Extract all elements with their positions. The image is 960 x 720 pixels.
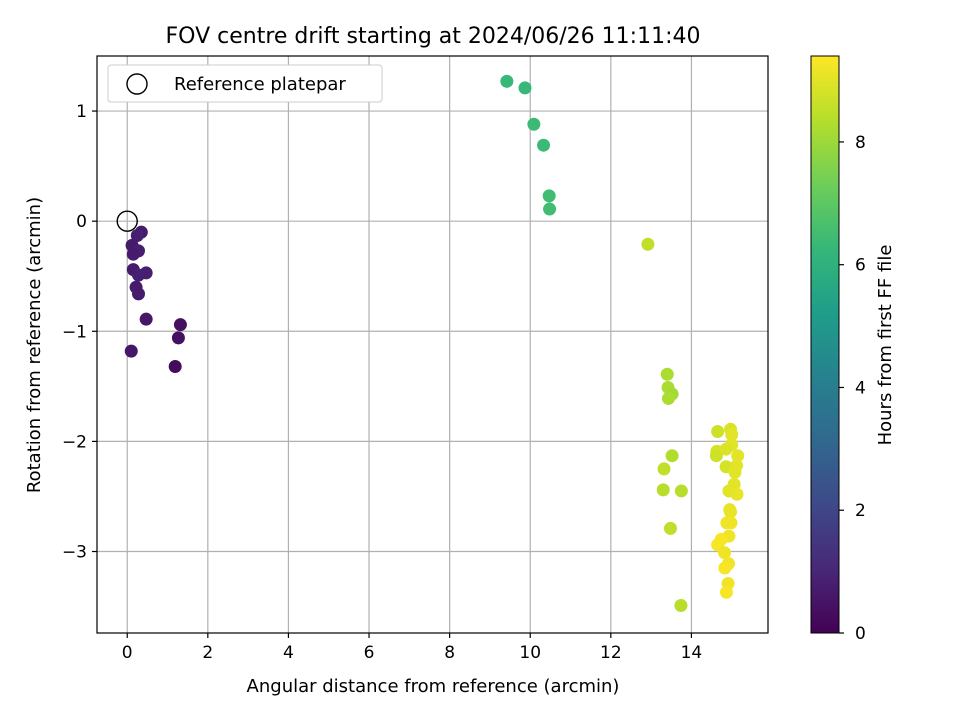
legend-box — [107, 64, 383, 103]
data-point — [728, 465, 742, 479]
data-point — [663, 521, 677, 535]
x-tick-label: 0 — [122, 643, 133, 663]
data-point — [730, 487, 744, 501]
x-tick-label: 14 — [681, 643, 703, 663]
data-point — [132, 287, 146, 301]
x-tick-label: 8 — [444, 643, 455, 663]
data-point — [660, 367, 674, 381]
x-tick-label: 12 — [600, 643, 622, 663]
data-point — [709, 449, 723, 463]
data-point — [641, 237, 655, 251]
y-tick-label: 1 — [76, 102, 87, 122]
legend-marker — [126, 73, 148, 95]
data-point — [173, 318, 187, 332]
data-point — [139, 266, 153, 280]
data-point — [130, 228, 144, 242]
colorbar-ticks: 0 2 4 6 8 — [839, 133, 866, 644]
data-point — [171, 331, 185, 345]
x-axis-ticks: 0 2 4 6 8 10 12 14 — [122, 633, 702, 663]
data-point — [126, 247, 140, 261]
plot-frame — [96, 55, 769, 634]
colorbar-tick-label: 0 — [855, 624, 866, 644]
x-tick-label: 2 — [202, 643, 213, 663]
reference-platepar-marker — [116, 210, 138, 232]
data-point — [725, 428, 739, 442]
data-point — [537, 138, 551, 152]
data-point — [542, 189, 556, 203]
data-point — [674, 598, 688, 612]
colorbar-tick-label: 6 — [855, 256, 866, 276]
colorbar: 0 2 4 6 8 Hours from first FF file — [810, 55, 896, 644]
chart-title: FOV centre drift starting at 2024/06/26 … — [166, 24, 701, 49]
grid — [97, 56, 768, 633]
data-point — [724, 505, 738, 519]
y-tick-label: −1 — [62, 322, 87, 342]
colorbar-tick-label: 2 — [855, 501, 866, 521]
data-point — [168, 360, 182, 374]
plot-area: 0 2 4 6 8 10 12 14 −3 −2 −1 0 1 — [62, 55, 769, 663]
y-tick-label: −3 — [62, 543, 87, 563]
data-point — [717, 546, 731, 560]
data-point — [518, 81, 532, 95]
y-tick-label: 0 — [76, 212, 87, 232]
data-points — [124, 74, 745, 612]
x-tick-label: 4 — [283, 643, 294, 663]
x-tick-label: 10 — [519, 643, 541, 663]
plot-background — [97, 56, 768, 633]
reference-marker — [116, 210, 138, 232]
data-point — [731, 449, 745, 463]
y-tick-label: −2 — [62, 432, 87, 452]
y-axis-ticks: −3 −2 −1 0 1 — [62, 102, 97, 563]
data-point — [674, 484, 688, 498]
x-axis-label: Angular distance from reference (arcmin) — [247, 676, 620, 697]
data-point — [724, 516, 738, 530]
data-point — [719, 585, 733, 599]
legend: Reference platepar — [107, 64, 383, 103]
data-point — [665, 449, 679, 463]
data-point — [124, 344, 138, 358]
legend-label: Reference platepar — [174, 74, 346, 95]
y-axis-label: Rotation from reference (arcmin) — [24, 197, 45, 493]
colorbar-label: Hours from first FF file — [875, 245, 896, 446]
data-point — [139, 312, 153, 326]
data-point — [656, 483, 670, 497]
colorbar-tick-label: 8 — [855, 133, 866, 153]
x-tick-label: 6 — [364, 643, 375, 663]
data-point — [657, 462, 671, 476]
data-point — [527, 117, 541, 131]
data-point — [500, 74, 514, 88]
colorbar-gradient — [810, 55, 840, 634]
colorbar-tick-label: 4 — [855, 378, 866, 398]
data-point — [711, 424, 725, 438]
data-point — [719, 442, 733, 456]
data-point — [718, 561, 732, 575]
data-point — [543, 202, 557, 216]
data-point — [661, 391, 675, 405]
